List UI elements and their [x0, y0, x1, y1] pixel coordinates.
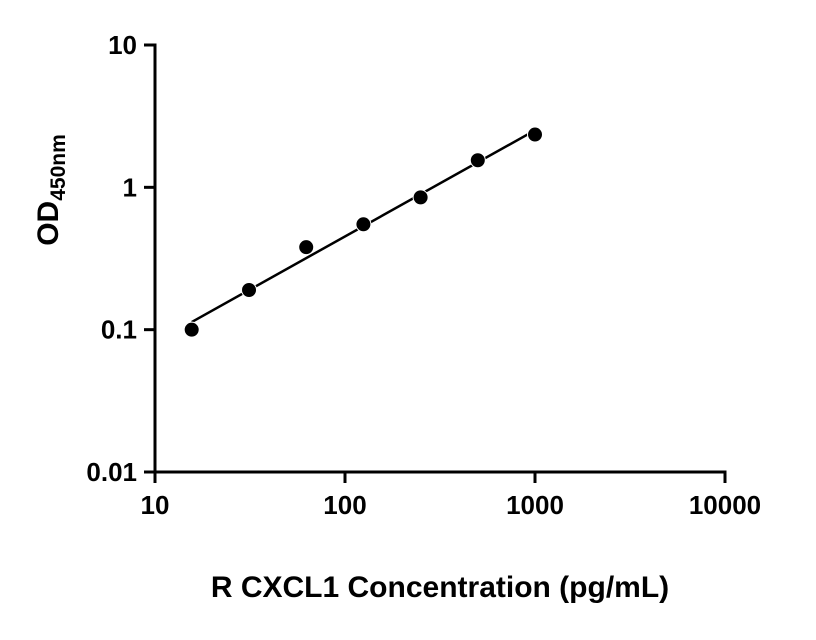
data-point [183, 321, 200, 338]
data-point [241, 281, 258, 298]
x-tick-label: 100 [323, 490, 366, 520]
y-axis-title: OD450nm [32, 134, 70, 246]
axes-lines [153, 43, 727, 474]
data-point [469, 152, 486, 169]
x-tick-label: 1000 [506, 490, 564, 520]
y-axis-title-main: OD [32, 201, 65, 246]
y-tick-label: 1 [123, 172, 137, 202]
data-point [412, 189, 429, 206]
data-point [355, 216, 372, 233]
y-tick-label: 0.1 [101, 315, 137, 345]
data-point [298, 239, 315, 256]
y-tick-label: 10 [108, 30, 137, 60]
x-axis-title: R CXCL1 Concentration (pg/mL) [211, 571, 669, 604]
data-point [527, 126, 543, 143]
x-tick-label: 10 [141, 490, 170, 520]
y-axis-title-sub: 450nm [47, 134, 70, 201]
x-tick-label: 10000 [689, 490, 761, 520]
plot-dynamic-layer: 10 100 1000 10000 0.01 0.1 1 10 [86, 30, 761, 520]
y-tick-label: 0.01 [86, 457, 137, 487]
